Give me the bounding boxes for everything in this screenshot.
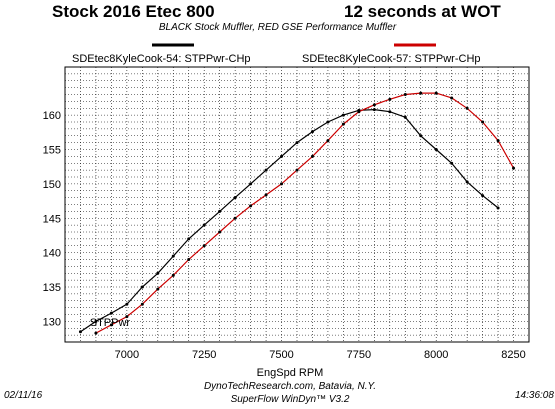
data-point [310, 130, 314, 134]
data-point [218, 230, 222, 234]
data-point [496, 139, 500, 143]
data-point [403, 115, 407, 119]
y-tick-label: 135 [43, 282, 61, 294]
data-point [295, 168, 299, 172]
data-point [233, 196, 237, 200]
x-axis-label: EngSpd RPM [256, 367, 324, 379]
y-tick-label: 160 [43, 110, 61, 122]
data-point [326, 120, 330, 124]
footer-source: DynoTechResearch.com, Batavia, N.Y. [203, 381, 377, 392]
footer-time: 14:36:08 [515, 390, 554, 401]
chart-subtitle: BLACK Stock Muffler, RED GSE Performance… [158, 22, 397, 33]
data-point [357, 110, 361, 114]
data-point [496, 206, 500, 210]
data-point [140, 302, 144, 306]
footer-software: SuperFlow WinDyn™ V3.2 [230, 394, 350, 405]
data-point [341, 122, 345, 126]
data-point [372, 103, 376, 107]
data-point [109, 311, 113, 315]
data-point [341, 113, 345, 117]
data-point [156, 287, 160, 291]
legend-entry-red: SDEtec8KyleCook-57: STPPwr-CHp [302, 53, 481, 65]
data-point [388, 110, 392, 114]
data-point [434, 148, 438, 151]
data-point [187, 258, 191, 261]
chart-title-right: 12 seconds at WOT [344, 2, 501, 21]
data-point [295, 141, 299, 145]
data-point [450, 96, 454, 100]
data-point [419, 91, 423, 95]
data-point [156, 271, 160, 275]
y-tick-label: 155 [43, 145, 61, 157]
data-point [94, 319, 98, 323]
data-point [434, 91, 438, 95]
data-point [465, 180, 469, 184]
x-tick-label: 7250 [192, 349, 216, 361]
x-tick-label: 8000 [424, 349, 448, 361]
y-tick-label: 145 [43, 213, 61, 225]
data-point [280, 154, 284, 158]
data-point [202, 223, 206, 227]
legend-entry-black: SDEtec8KyleCook-54: STPPwr-CHp [72, 53, 251, 65]
data-point [481, 194, 485, 198]
data-point [218, 209, 222, 213]
series-line-0 [80, 108, 499, 333]
data-point [419, 134, 423, 138]
chart-title-left: Stock 2016 Etec 800 [52, 2, 215, 21]
data-point [450, 161, 454, 165]
data-point [512, 166, 516, 170]
curve-annotation: STPPwr [90, 317, 131, 329]
legend-label-red: SDEtec8KyleCook-57: STPPwr-CHp [302, 53, 481, 65]
grid [64, 66, 530, 343]
footer-date: 02/11/16 [4, 390, 43, 401]
data-point [465, 106, 469, 110]
data-point [264, 168, 268, 172]
legend-label-black: SDEtec8KyleCook-54: STPPwr-CHp [72, 53, 251, 65]
data-point [264, 193, 268, 197]
data-point [125, 315, 129, 319]
data-point [78, 330, 82, 334]
data-point [171, 273, 175, 277]
y-tick-label: 140 [43, 248, 61, 260]
data-point [481, 120, 485, 124]
data-point [388, 97, 392, 101]
data-point [202, 244, 206, 248]
x-tick-label: 8250 [501, 349, 525, 361]
x-tick-label: 7000 [115, 349, 139, 361]
data-point [249, 204, 253, 208]
y-tick-label: 130 [43, 316, 61, 328]
data-point [249, 182, 253, 186]
y-tick-label: 150 [43, 179, 61, 191]
data-point [171, 254, 175, 258]
data-point [187, 237, 191, 241]
axis-ticks: 7000 7250 7500 7750 8000 8250 130 135 140 145 150 1… [43, 110, 526, 361]
x-tick-label: 7750 [347, 349, 371, 361]
data-point [280, 182, 284, 186]
data-point [372, 108, 376, 112]
data-point [310, 154, 314, 158]
data-point [403, 93, 407, 96]
data-point [125, 302, 129, 306]
series-layer [78, 91, 516, 335]
plot-area [64, 66, 530, 343]
data-point [109, 323, 113, 327]
data-point [94, 331, 98, 335]
data-point [326, 139, 330, 143]
data-point [233, 216, 237, 220]
series-line-1 [95, 92, 515, 334]
x-tick-label: 7500 [269, 349, 293, 361]
data-point [140, 285, 144, 289]
